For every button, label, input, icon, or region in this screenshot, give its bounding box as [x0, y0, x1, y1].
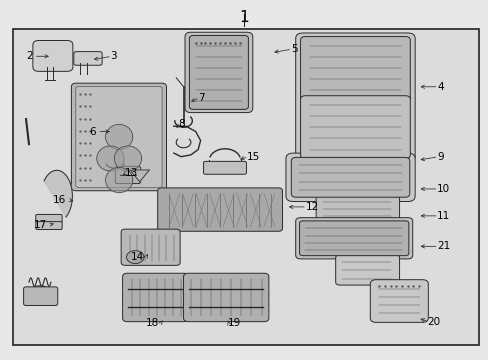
FancyBboxPatch shape — [183, 273, 268, 321]
Text: 18: 18 — [145, 319, 159, 328]
Polygon shape — [105, 125, 133, 149]
FancyBboxPatch shape — [295, 218, 412, 259]
Text: 9: 9 — [436, 152, 443, 162]
Text: 19: 19 — [227, 319, 240, 328]
Text: 4: 4 — [436, 82, 443, 92]
FancyBboxPatch shape — [115, 166, 141, 184]
Text: 5: 5 — [290, 44, 297, 54]
FancyBboxPatch shape — [300, 37, 409, 101]
FancyBboxPatch shape — [184, 32, 252, 113]
FancyBboxPatch shape — [203, 161, 246, 174]
Polygon shape — [105, 167, 133, 193]
Text: 8: 8 — [178, 120, 185, 129]
FancyBboxPatch shape — [285, 153, 414, 202]
FancyBboxPatch shape — [189, 36, 248, 109]
Text: 12: 12 — [305, 202, 318, 212]
Polygon shape — [114, 146, 142, 171]
Text: 1: 1 — [239, 10, 249, 24]
FancyBboxPatch shape — [369, 280, 427, 322]
Text: 15: 15 — [246, 152, 260, 162]
Text: 7: 7 — [198, 93, 204, 103]
Polygon shape — [130, 170, 149, 182]
Text: 10: 10 — [436, 184, 449, 194]
FancyBboxPatch shape — [121, 229, 180, 265]
FancyBboxPatch shape — [36, 215, 62, 222]
FancyBboxPatch shape — [158, 188, 282, 231]
FancyBboxPatch shape — [74, 51, 102, 65]
FancyBboxPatch shape — [23, 287, 58, 306]
Text: 21: 21 — [436, 241, 449, 251]
Polygon shape — [126, 251, 144, 264]
FancyBboxPatch shape — [122, 273, 188, 321]
FancyBboxPatch shape — [71, 83, 166, 191]
FancyBboxPatch shape — [299, 221, 408, 256]
FancyBboxPatch shape — [291, 157, 409, 197]
Text: 11: 11 — [436, 211, 449, 221]
Text: 2: 2 — [26, 51, 32, 61]
Text: 20: 20 — [427, 317, 440, 327]
FancyBboxPatch shape — [36, 222, 62, 229]
Text: 6: 6 — [89, 127, 96, 136]
Text: 13: 13 — [125, 168, 138, 178]
Text: 14: 14 — [131, 252, 144, 262]
FancyBboxPatch shape — [300, 96, 409, 158]
Bar — [13, 30, 478, 345]
Text: 3: 3 — [110, 51, 117, 61]
Polygon shape — [44, 170, 72, 217]
FancyBboxPatch shape — [316, 194, 399, 222]
FancyBboxPatch shape — [335, 255, 399, 285]
FancyBboxPatch shape — [295, 33, 414, 162]
FancyBboxPatch shape — [76, 86, 162, 188]
Polygon shape — [97, 146, 124, 171]
Text: 17: 17 — [34, 220, 47, 230]
Text: 16: 16 — [53, 195, 66, 205]
FancyBboxPatch shape — [33, 41, 73, 71]
